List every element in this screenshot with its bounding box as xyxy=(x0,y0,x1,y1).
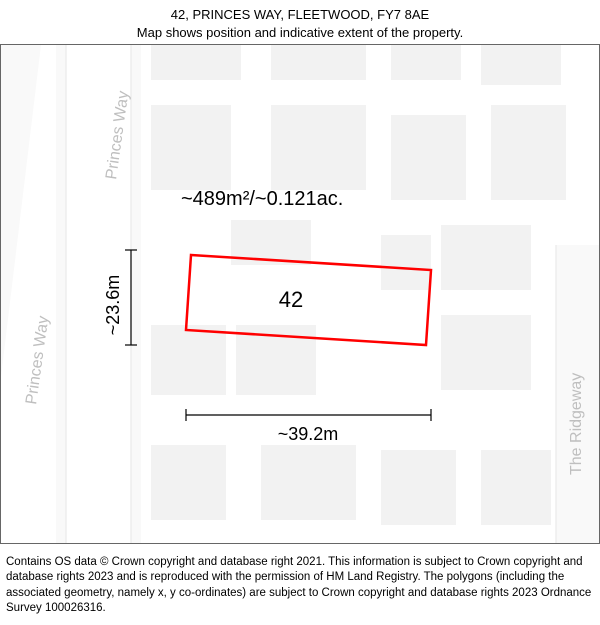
width-bracket xyxy=(186,409,431,421)
road-outer-diag xyxy=(1,45,41,543)
plot-number: 42 xyxy=(279,287,303,312)
building xyxy=(151,45,241,80)
building xyxy=(151,445,226,520)
building xyxy=(271,45,366,80)
building xyxy=(391,45,461,80)
map-container: Princes Way Princes Way The Ridgeway ~48… xyxy=(0,44,600,544)
street-label-diag: Princes Way xyxy=(23,315,52,406)
building xyxy=(271,105,366,190)
building xyxy=(261,445,356,520)
area-label: ~489m²/~0.121ac. xyxy=(181,188,343,210)
footer-text: Contains OS data © Crown copyright and d… xyxy=(6,556,591,615)
building xyxy=(381,235,431,290)
header-subtitle: Map shows position and indicative extent… xyxy=(0,24,600,42)
building xyxy=(151,325,226,395)
building xyxy=(481,450,551,525)
height-measure-label: ~23.6m xyxy=(103,275,123,336)
width-measure-label: ~39.2m xyxy=(278,424,339,444)
building xyxy=(151,105,231,190)
building xyxy=(441,225,531,290)
street-label-ridgeway: The Ridgeway xyxy=(568,373,585,475)
building xyxy=(381,450,456,525)
header-address: 42, PRINCES WAY, FLEETWOOD, FY7 8AE xyxy=(0,6,600,24)
map-svg: Princes Way Princes Way The Ridgeway ~48… xyxy=(1,45,599,543)
building xyxy=(441,315,531,390)
building xyxy=(491,105,566,200)
footer: Contains OS data © Crown copyright and d… xyxy=(0,549,600,625)
building xyxy=(481,45,561,85)
header: 42, PRINCES WAY, FLEETWOOD, FY7 8AE Map … xyxy=(0,0,600,42)
building xyxy=(391,115,466,200)
buildings-group xyxy=(151,45,566,525)
